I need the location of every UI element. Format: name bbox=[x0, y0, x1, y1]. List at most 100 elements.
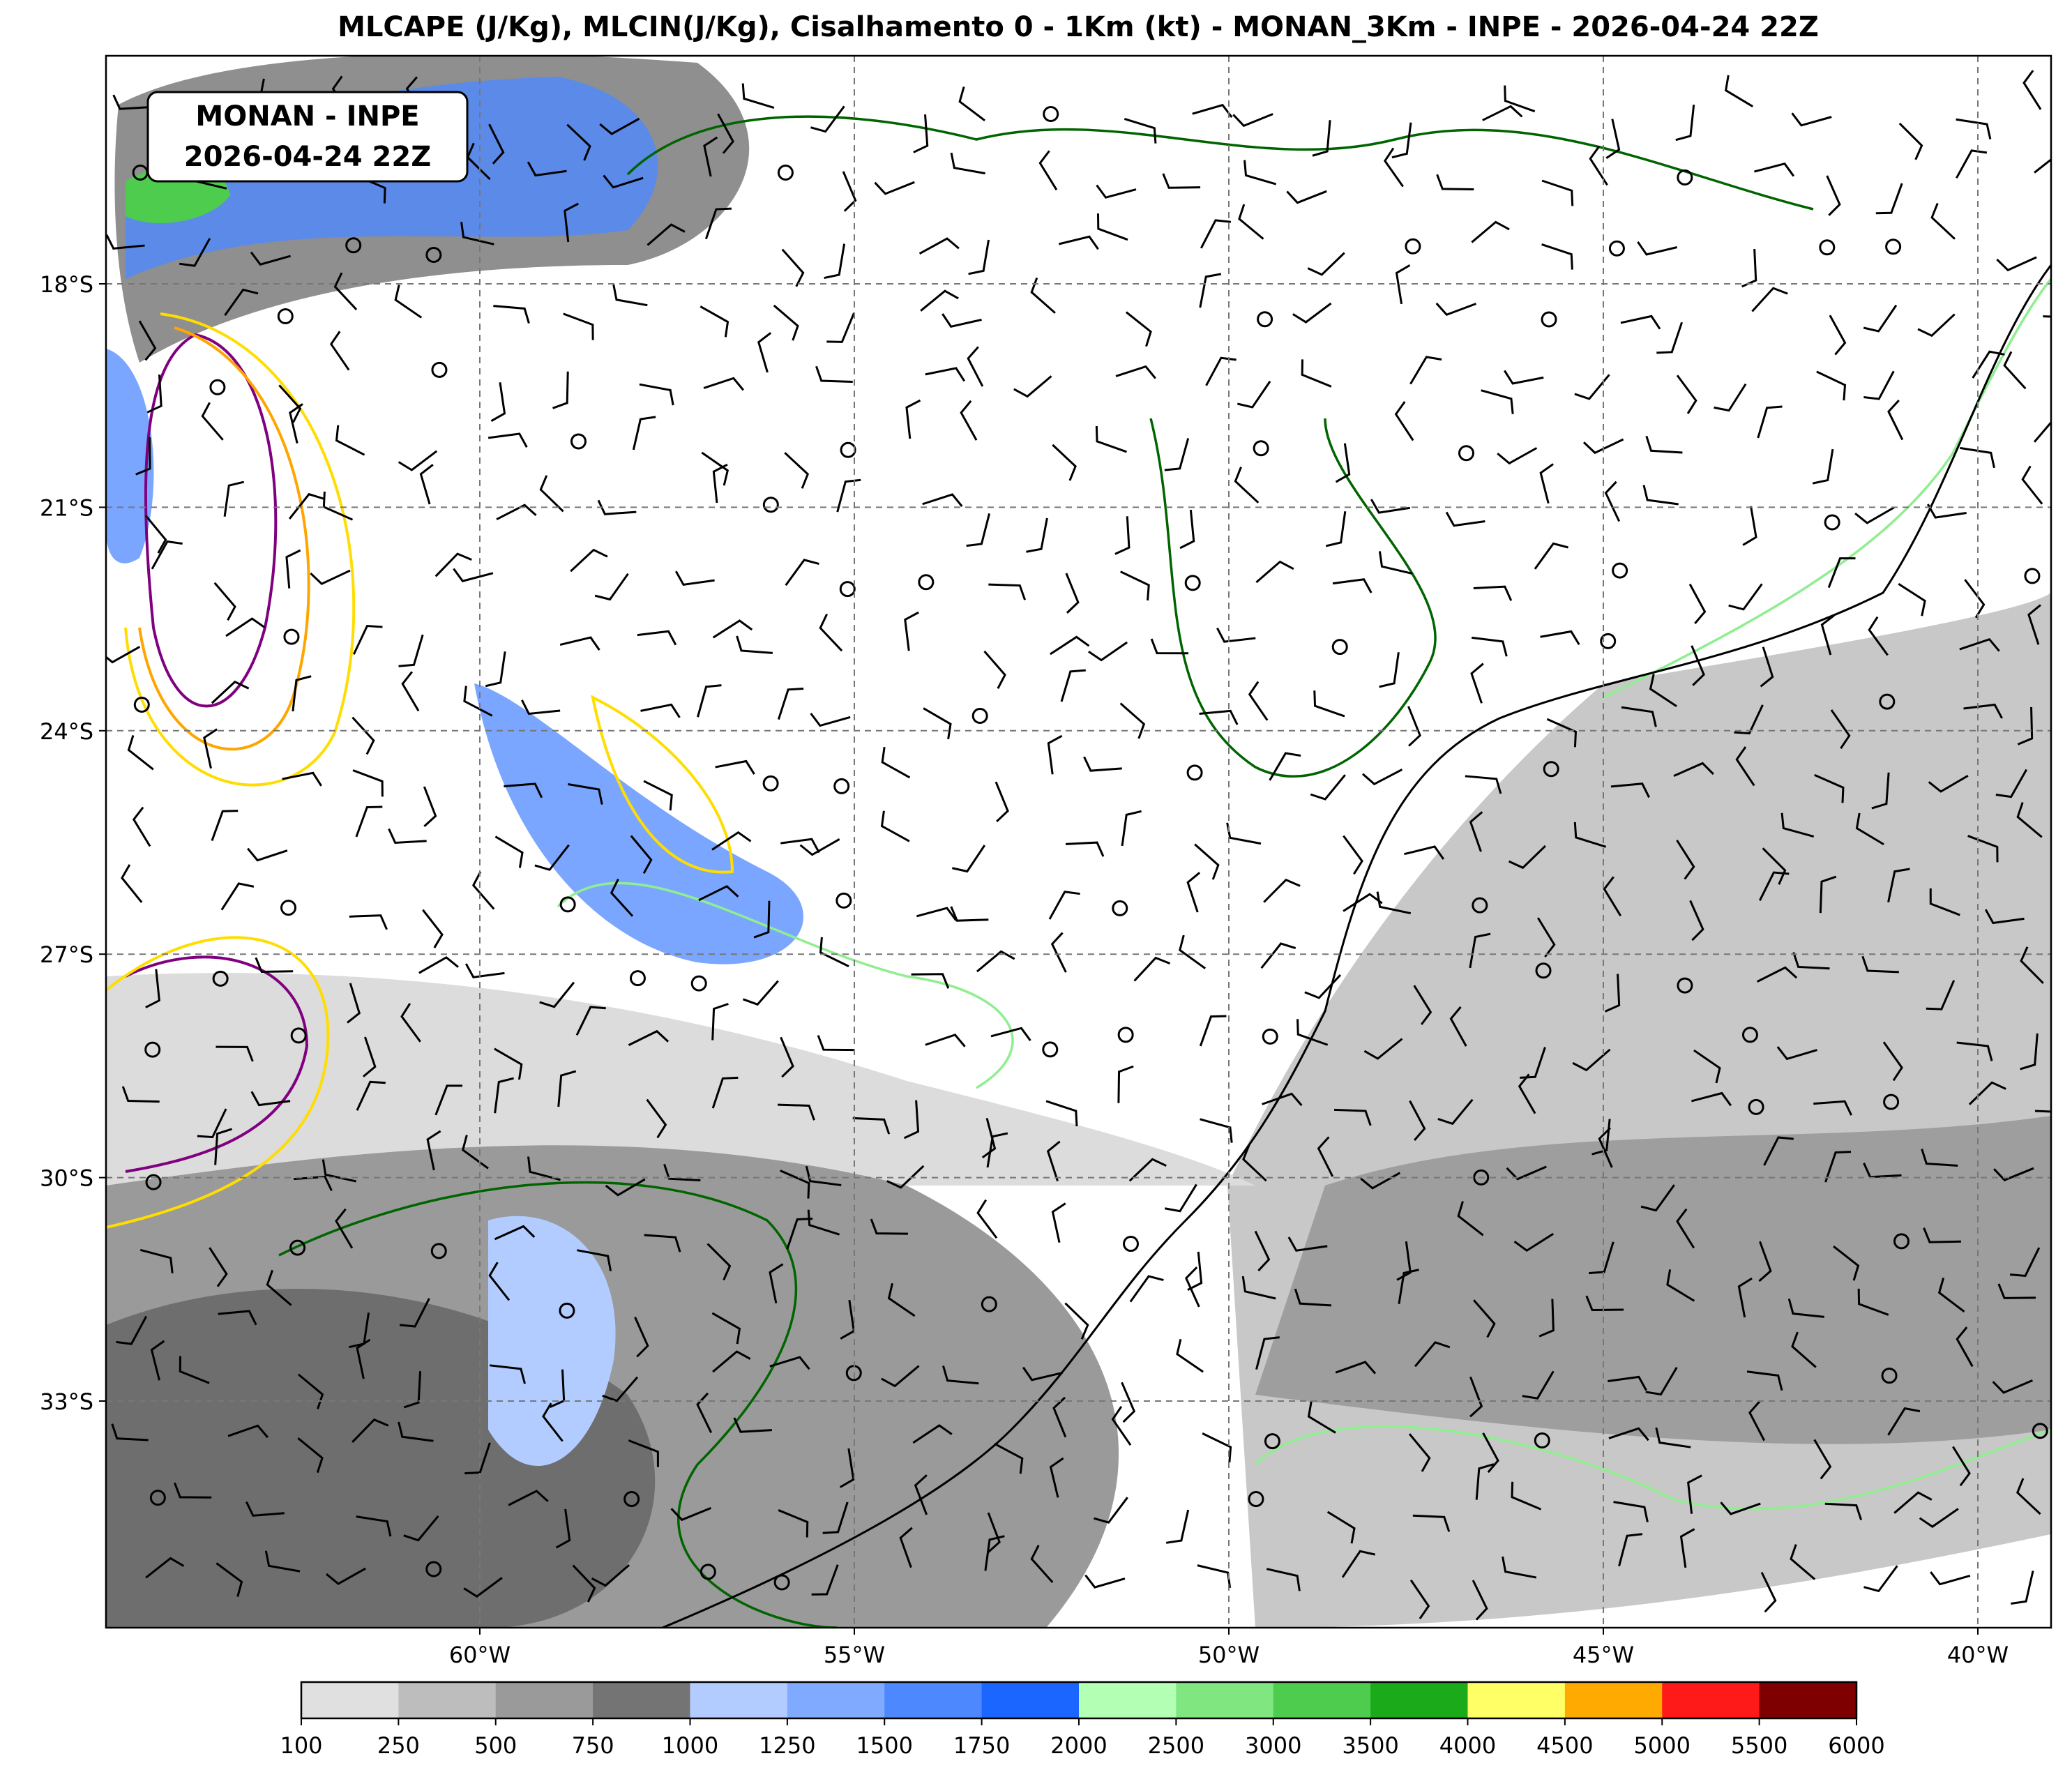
cin-contour bbox=[106, 936, 330, 1229]
wind-barb bbox=[215, 1562, 243, 1597]
wind-barb bbox=[1855, 812, 1884, 846]
wind-barb bbox=[496, 504, 537, 521]
wind-barb bbox=[1763, 1136, 1794, 1166]
wind-barb bbox=[116, 1315, 148, 1345]
calm-marker bbox=[1677, 977, 1693, 994]
wind-barb bbox=[1394, 401, 1414, 441]
wind-barb bbox=[220, 882, 255, 911]
wind-barb bbox=[1045, 1100, 1078, 1127]
wind-barb bbox=[990, 1027, 1031, 1042]
calm-marker bbox=[1112, 900, 1128, 916]
wind-barb bbox=[289, 403, 303, 444]
wind-barb bbox=[1482, 1432, 1499, 1474]
wind-barb bbox=[352, 624, 383, 655]
wind-barb bbox=[1608, 1427, 1649, 1441]
wind-barb bbox=[966, 513, 991, 547]
wind-barb bbox=[1871, 772, 1890, 810]
wind-barb bbox=[1751, 287, 1788, 312]
wind-barb bbox=[712, 619, 753, 639]
calm-marker bbox=[570, 433, 587, 450]
wind-barb bbox=[1472, 1580, 1488, 1621]
wind-barb bbox=[819, 937, 849, 967]
wind-barb bbox=[399, 1298, 430, 1328]
wind-barb bbox=[1863, 370, 1895, 400]
wind-barb bbox=[1471, 220, 1510, 243]
wind-barb bbox=[1255, 560, 1294, 584]
wind-barb bbox=[634, 1317, 649, 1358]
wind-barb bbox=[1060, 669, 1086, 702]
wind-barb bbox=[1497, 447, 1538, 465]
wind-barb bbox=[1202, 1432, 1232, 1463]
colorbar-bin bbox=[1273, 1682, 1371, 1718]
calm-marker bbox=[1473, 1169, 1490, 1186]
wind-barb bbox=[1746, 1370, 1783, 1391]
wind-barb bbox=[1984, 909, 2025, 925]
wind-barb bbox=[250, 1091, 291, 1107]
wind-barb bbox=[1186, 872, 1201, 913]
wind-barb bbox=[1398, 1269, 1419, 1305]
wind-barb bbox=[1956, 1041, 1993, 1061]
wind-barb bbox=[594, 573, 629, 601]
wind-barb bbox=[914, 1474, 928, 1515]
wind-barb bbox=[1621, 706, 1657, 727]
wind-barb bbox=[2027, 604, 2041, 645]
wind-barb bbox=[778, 1509, 809, 1538]
wind-barb bbox=[255, 957, 294, 974]
wind-barb bbox=[1693, 1049, 1721, 1084]
wind-barb bbox=[637, 630, 677, 646]
wind-barb bbox=[1868, 616, 1889, 656]
wind-barb bbox=[557, 1070, 577, 1107]
colorbar-bin bbox=[398, 1682, 497, 1718]
wind-barb bbox=[527, 1156, 561, 1181]
calm-marker bbox=[289, 1239, 306, 1256]
wind-barb bbox=[1926, 980, 1956, 1011]
wind-barb bbox=[1133, 956, 1171, 982]
colorbar-bin bbox=[1079, 1682, 1177, 1718]
cin-contour bbox=[124, 312, 356, 787]
wind-barb bbox=[106, 646, 141, 664]
wind-barb bbox=[1813, 1439, 1832, 1480]
wind-barb bbox=[1334, 1108, 1372, 1126]
wind-barb bbox=[1937, 1278, 1965, 1312]
wind-barb bbox=[218, 1310, 257, 1326]
calm-marker bbox=[762, 497, 779, 513]
wind-barb bbox=[577, 1249, 612, 1271]
wind-barb bbox=[922, 493, 963, 508]
wind-barb bbox=[250, 251, 292, 266]
wind-barb bbox=[1248, 681, 1269, 721]
wind-barb bbox=[942, 313, 982, 328]
wind-barb bbox=[1620, 315, 1661, 330]
wind-barb bbox=[920, 289, 959, 312]
wind-barb bbox=[1573, 822, 1607, 848]
wind-barb bbox=[1640, 1184, 1675, 1212]
wind-barb bbox=[403, 1371, 422, 1409]
wind-barb bbox=[150, 1340, 165, 1381]
calm-marker bbox=[1248, 1491, 1264, 1508]
shading bbox=[488, 1216, 616, 1467]
wind-barb bbox=[106, 234, 145, 250]
wind-barb bbox=[1645, 435, 1683, 454]
cin-contour bbox=[144, 333, 278, 708]
wind-barb bbox=[1589, 1241, 1615, 1275]
wind-barb bbox=[1754, 162, 1795, 177]
wind-barb bbox=[292, 675, 312, 712]
wind-barb bbox=[1887, 1407, 1921, 1436]
calm-marker bbox=[1042, 1041, 1059, 1058]
wind-barb bbox=[1363, 1038, 1403, 1060]
wind-barb bbox=[1893, 1491, 1933, 1514]
wind-barb bbox=[1742, 506, 1757, 546]
wind-barb bbox=[575, 1006, 606, 1036]
wind-barb bbox=[1013, 375, 1052, 398]
colorbar-tick-label: 4500 bbox=[1536, 1732, 1593, 1759]
wind-barb bbox=[639, 383, 674, 406]
wind-barb bbox=[696, 1392, 713, 1434]
calm-marker bbox=[835, 892, 852, 909]
wind-barb bbox=[1762, 847, 1787, 885]
wind-barb bbox=[1395, 264, 1411, 305]
wind-barb bbox=[1096, 184, 1137, 199]
wind-barb bbox=[1437, 1098, 1474, 1126]
wind-barb bbox=[460, 222, 494, 245]
wind-barb bbox=[1065, 573, 1080, 614]
shading bbox=[106, 349, 154, 563]
wind-barb bbox=[1820, 614, 1835, 656]
